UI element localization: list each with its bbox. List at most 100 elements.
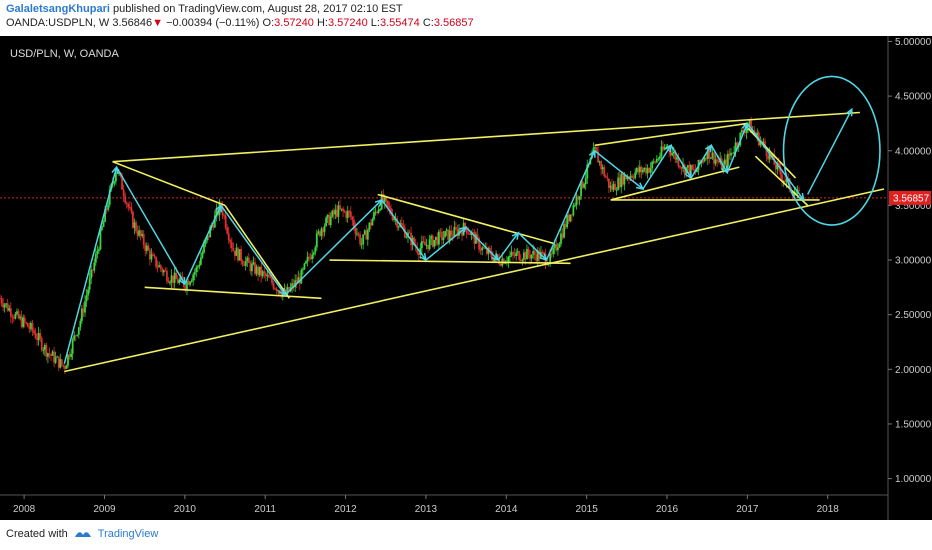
candle-body — [604, 176, 607, 178]
candle-body — [128, 207, 131, 209]
candle-body — [85, 295, 88, 302]
candle-body — [155, 256, 157, 267]
candle-body — [300, 270, 303, 284]
candle-body — [353, 220, 355, 228]
candle-body — [731, 152, 734, 154]
arrow-head — [845, 107, 853, 117]
candle-body — [703, 157, 706, 161]
candle-body — [79, 320, 82, 328]
candle-body — [288, 287, 290, 291]
candle-body — [118, 172, 120, 174]
candle-body — [320, 228, 323, 236]
arrow-head — [215, 203, 222, 213]
candle-body — [184, 286, 187, 290]
candle-body — [510, 252, 513, 256]
candle-body — [266, 275, 269, 277]
candle-body — [96, 251, 99, 254]
candle-body — [461, 231, 463, 236]
candle-body — [609, 185, 612, 188]
candle-body — [204, 240, 207, 245]
swing-arrow — [115, 166, 186, 285]
candle-body — [682, 164, 684, 169]
candle-body — [431, 235, 434, 247]
tradingview-link[interactable]: TradingView — [97, 528, 159, 540]
price-chart[interactable]: USD/PLN, W, OANDA 2008 2009 2010 2011 2012 20… — [0, 36, 932, 520]
candle-body — [23, 317, 26, 323]
candle-body — [421, 241, 423, 249]
symbol-name: OANDA:USDPLN, W — [6, 17, 110, 29]
candle-body — [699, 159, 701, 164]
candle-body — [43, 344, 46, 350]
candle-body — [473, 232, 476, 244]
candle-body — [207, 235, 210, 238]
candle-body — [629, 175, 632, 179]
candle-body — [186, 280, 188, 290]
swing-arrow — [63, 166, 118, 365]
candle-body — [526, 248, 528, 260]
candle-body — [309, 257, 312, 260]
candle-body — [442, 237, 445, 241]
candle-body — [408, 232, 411, 234]
candle-body — [566, 214, 569, 228]
candle-body — [91, 269, 94, 271]
candle-body — [25, 322, 28, 324]
candle-body — [156, 266, 159, 268]
candle-body — [586, 164, 589, 179]
candle-body — [332, 210, 335, 215]
candle-body — [292, 283, 295, 288]
publisher-link[interactable]: GalaletsangKhupari — [6, 3, 110, 15]
candle-body — [672, 151, 675, 154]
candle-body — [104, 209, 106, 222]
candle-body — [578, 196, 581, 200]
candle-body — [674, 151, 677, 160]
candle-body — [212, 225, 215, 228]
candle-body — [581, 181, 584, 188]
candle-body — [277, 290, 280, 292]
candle-body — [175, 272, 178, 280]
candle-body — [162, 270, 165, 273]
created-with-text: Created with — [6, 528, 68, 540]
candle-body — [275, 288, 278, 292]
candle-body — [648, 168, 650, 173]
high-label: H: — [316, 17, 328, 29]
candle-body — [122, 189, 125, 197]
candle-body — [555, 244, 558, 251]
y-tick-label: 2.50000 — [895, 310, 932, 321]
candle-body — [436, 236, 439, 245]
candle-body — [229, 239, 232, 243]
candle-body — [50, 354, 52, 356]
candle-body — [235, 247, 238, 256]
candle-body — [518, 251, 521, 261]
candle-body — [617, 177, 620, 190]
candle-body — [662, 146, 664, 150]
candle-body — [522, 252, 525, 260]
candle-body — [198, 264, 201, 267]
candle-body — [606, 177, 609, 179]
candle-body — [349, 211, 352, 218]
candle-body — [121, 175, 123, 190]
candle-body — [200, 257, 202, 265]
candle-body — [600, 161, 603, 170]
candle-body — [385, 197, 388, 201]
arrow-head — [539, 253, 548, 262]
candle-body — [774, 164, 777, 170]
candle-body — [249, 263, 252, 272]
candle-body — [509, 255, 511, 258]
candle-body — [164, 270, 167, 272]
swing-arrow — [670, 144, 692, 179]
candle-body — [779, 166, 782, 175]
candle-body — [370, 222, 372, 226]
candle-body — [550, 253, 553, 255]
candle-body — [400, 223, 403, 226]
candle-body — [742, 130, 745, 133]
candle-body — [317, 231, 320, 234]
swing-arrow — [381, 199, 427, 261]
trendline — [144, 286, 322, 300]
swing-arrow — [184, 205, 222, 285]
candle-body — [354, 227, 357, 234]
candle-body — [428, 239, 431, 250]
candle-body — [740, 130, 743, 133]
candle-body — [621, 173, 624, 185]
candle-body — [195, 267, 198, 273]
candle-body — [538, 250, 541, 259]
